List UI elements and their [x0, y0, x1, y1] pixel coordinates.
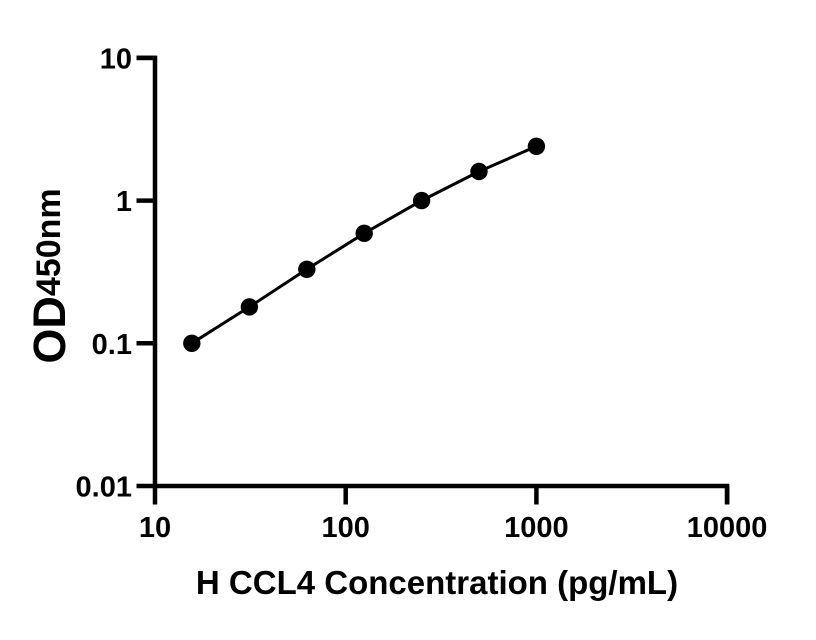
standard-curve-series: [183, 137, 546, 352]
y-axis-title-main: OD: [24, 296, 75, 364]
data-point-marker: [355, 224, 373, 242]
axes: [136, 55, 730, 505]
y-tick-label: 0.1: [92, 329, 132, 361]
y-tick-label: 1: [116, 186, 132, 218]
x-tick-label: 100: [322, 512, 370, 544]
data-point-marker: [183, 334, 201, 352]
y-axis-title-subscript: 450nm: [30, 188, 68, 296]
y-tick-label: 10: [100, 43, 132, 75]
y-axis-title: OD450nm: [24, 188, 75, 363]
x-tick-label: 1000: [504, 512, 569, 544]
data-point-marker: [298, 260, 316, 278]
tick-labels: 0.01 0.1 1 10 10 100 1000 10000: [76, 43, 768, 544]
x-tick-label: 10: [139, 512, 171, 544]
data-point-marker: [527, 137, 546, 155]
data-point-marker: [470, 162, 488, 181]
x-tick-label: 10000: [687, 512, 768, 544]
x-axis-title: H CCL4 Concentration (pg/mL): [196, 564, 678, 601]
data-point-marker: [240, 298, 259, 316]
y-tick-label: 0.01: [76, 472, 132, 504]
axis-frame: [136, 55, 730, 505]
data-point-marker: [412, 191, 431, 210]
